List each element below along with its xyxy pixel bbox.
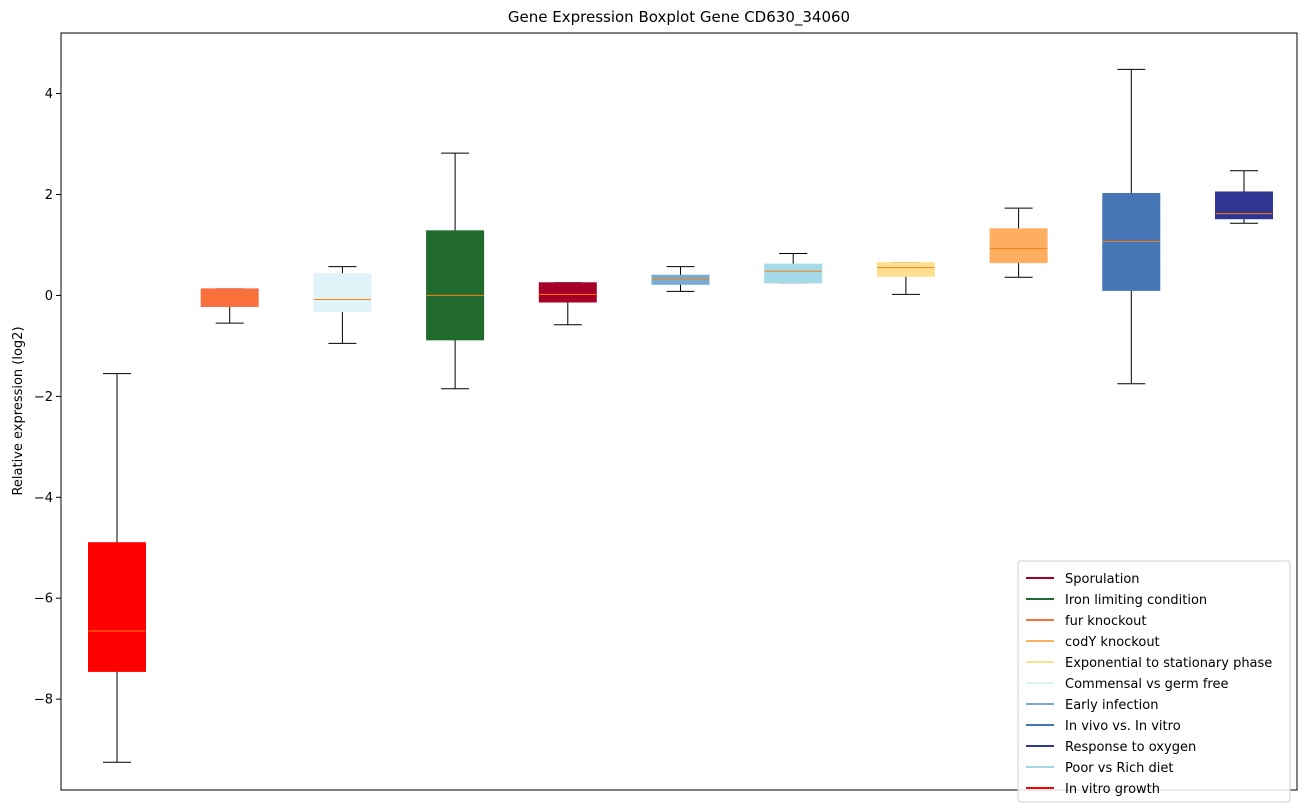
- legend-label: Poor vs Rich diet: [1065, 761, 1173, 776]
- legend-label: Commensal vs germ free: [1065, 677, 1228, 692]
- box: [876, 262, 935, 277]
- legend-label: In vitro growth: [1065, 782, 1160, 797]
- box: [1102, 192, 1161, 291]
- box: [538, 282, 597, 303]
- y-axis-label: Relative expression (log2): [11, 326, 26, 495]
- box: [989, 228, 1048, 264]
- box-group: [313, 266, 372, 344]
- box-group: [538, 282, 597, 326]
- y-tick-label: −2: [34, 390, 53, 405]
- box-group: [764, 253, 823, 284]
- y-axis: −8 −6 −4 −2 0 2 4: [34, 87, 61, 708]
- plot-frame: [60, 32, 1298, 791]
- legend-label: fur knockout: [1065, 614, 1147, 629]
- box: [313, 273, 372, 313]
- legend-label: Iron limiting condition: [1065, 593, 1207, 608]
- legend-label: In vivo vs. In vitro: [1065, 719, 1181, 734]
- box: [1215, 191, 1273, 220]
- box-group: [426, 152, 485, 390]
- legend: Sporulation Iron limiting condition fur kn…: [1017, 560, 1291, 803]
- legend-label: Exponential to stationary phase: [1065, 656, 1272, 671]
- box-group: [989, 207, 1048, 278]
- box-group: [651, 266, 710, 292]
- box: [88, 542, 146, 672]
- y-tick-label: −8: [34, 693, 53, 708]
- box: [764, 263, 823, 284]
- legend-label: Early infection: [1065, 698, 1158, 713]
- legend-label: Response to oxygen: [1065, 740, 1196, 755]
- box-group: [200, 288, 259, 324]
- chart-title: Gene Expression Boxplot Gene CD630_34060: [508, 8, 850, 27]
- y-tick-label: 4: [45, 87, 53, 102]
- legend-label: Sporulation: [1065, 572, 1140, 587]
- y-tick-label: 2: [45, 188, 53, 203]
- box-group: [1215, 170, 1273, 224]
- box-group: [876, 262, 935, 295]
- box-group: [1102, 68, 1161, 385]
- legend-label: codY knockout: [1065, 635, 1160, 650]
- box: [426, 230, 485, 341]
- box: [651, 274, 710, 285]
- y-tick-label: −4: [34, 491, 53, 506]
- y-tick-label: −6: [34, 592, 53, 607]
- boxes-layer: [88, 68, 1273, 763]
- y-tick-label: 0: [45, 289, 53, 304]
- legend-frame: [1017, 560, 1291, 803]
- box-group: [88, 373, 146, 763]
